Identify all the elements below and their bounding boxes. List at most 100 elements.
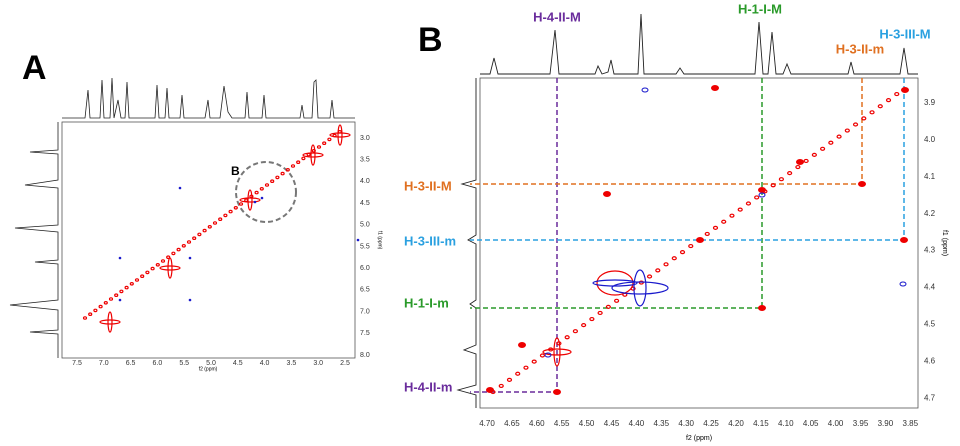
x-tick-label: 4.5 [233, 360, 243, 367]
cross-peak [159, 265, 181, 271]
cross-peak [238, 202, 244, 206]
y-tick-label: 4.6 [924, 356, 936, 365]
x-tick-label: 4.25 [703, 419, 719, 428]
peak-annotation: H-3-III-M [879, 26, 930, 41]
cross-peak [900, 237, 908, 243]
cross-peak [118, 256, 122, 260]
cross-peak [603, 191, 611, 197]
cross-peak [88, 312, 93, 317]
x-tick-label: 4.15 [753, 419, 769, 428]
x-tick-label: 3.85 [903, 419, 919, 428]
cross-peak [498, 383, 504, 389]
cross-peak [212, 221, 218, 225]
projection-left [456, 78, 477, 408]
cross-peak [244, 198, 249, 203]
cross-peak [758, 305, 766, 311]
x-tick-label: 4.55 [554, 419, 570, 428]
projection-top [480, 13, 918, 75]
cross-peak [795, 164, 801, 170]
cross-peak [327, 137, 332, 142]
y-axis-title: f1 (ppm) [377, 231, 383, 250]
cross-peak [901, 87, 909, 93]
guide-line [470, 78, 763, 309]
cross-peak [108, 297, 114, 301]
x-tick-label: 3.5 [287, 360, 297, 367]
x-axis-title: f2 (ppm) [686, 435, 712, 442]
inset-label: B [231, 164, 240, 178]
cross-peak [754, 195, 760, 200]
peak-annotation: H-1-I-M [738, 1, 782, 16]
cross-peak [737, 207, 743, 212]
y-tick-label: 4.7 [924, 393, 936, 402]
cross-peak [539, 353, 546, 358]
y-tick-label: 3.5 [360, 157, 370, 164]
x-tick-label: 3.90 [878, 419, 894, 428]
peak-annotation: H-4-II-M [533, 9, 581, 24]
peak-annotation: H-1-I-m [404, 295, 449, 310]
peak-annotation: H-4-II-m [404, 379, 452, 394]
y-tick-label: 4.0 [924, 135, 936, 144]
cross-peak [704, 231, 710, 237]
peak-annotation: H-3-II-m [836, 41, 884, 56]
cross-peak [103, 300, 108, 305]
cross-peak [329, 132, 351, 138]
x-tick-label: 5.5 [179, 360, 189, 367]
cross-peak [98, 304, 103, 309]
cross-peak [811, 152, 817, 157]
cross-peak [140, 274, 145, 279]
cross-peak [506, 377, 513, 382]
peak-annotation: H-3-III-m [404, 233, 456, 248]
cross-peak [655, 268, 661, 273]
x-tick-label: 4.00 [828, 419, 844, 428]
cross-peak [192, 236, 197, 241]
cross-peak [711, 85, 719, 91]
y-tick-label: 5.0 [360, 222, 370, 229]
cross-peak [337, 124, 343, 146]
cross-peak [296, 160, 301, 165]
cross-peak [553, 389, 561, 395]
cross-peak [167, 257, 173, 279]
cross-peak [254, 190, 259, 195]
cross-peak [82, 316, 88, 320]
cross-peak [218, 217, 223, 222]
cross-peak [597, 310, 603, 316]
cross-peak [260, 196, 264, 200]
cross-peak [852, 122, 859, 127]
cross-peak [259, 187, 264, 191]
cross-peak [186, 240, 192, 244]
cross-peak [129, 281, 134, 286]
panel-label: A [22, 49, 47, 87]
cross-peak [207, 225, 212, 229]
x-tick-label: 3.95 [853, 419, 869, 428]
cross-peak [869, 110, 875, 115]
cross-peak [178, 186, 182, 190]
y-axis-title: f1 (ppm) [941, 230, 948, 256]
cross-peak [679, 250, 686, 255]
cross-peak [188, 256, 192, 260]
cross-peak [275, 175, 280, 180]
x-tick-label: 6.0 [153, 360, 163, 367]
cross-peak [356, 238, 360, 242]
cross-peak [877, 104, 883, 109]
cross-peak [310, 144, 316, 166]
cross-peak [280, 171, 285, 176]
cross-peak [542, 348, 572, 356]
cross-peak [803, 158, 809, 164]
cross-peak [301, 156, 306, 161]
cross-peak [197, 232, 202, 237]
cross-peak [778, 177, 785, 182]
cross-peak [486, 387, 494, 393]
cross-peak [758, 192, 766, 198]
cross-peak [118, 298, 122, 302]
y-tick-label: 4.1 [924, 172, 936, 181]
cross-peak [553, 337, 561, 367]
guide-line [470, 78, 558, 393]
cross-peak [285, 168, 290, 172]
cross-peak [316, 145, 322, 149]
cross-peak [596, 270, 634, 296]
panel-label: B [418, 21, 443, 59]
cross-peak [239, 197, 261, 203]
cross-peak [253, 200, 257, 204]
cross-peak [171, 251, 176, 256]
guide-line [470, 78, 905, 241]
